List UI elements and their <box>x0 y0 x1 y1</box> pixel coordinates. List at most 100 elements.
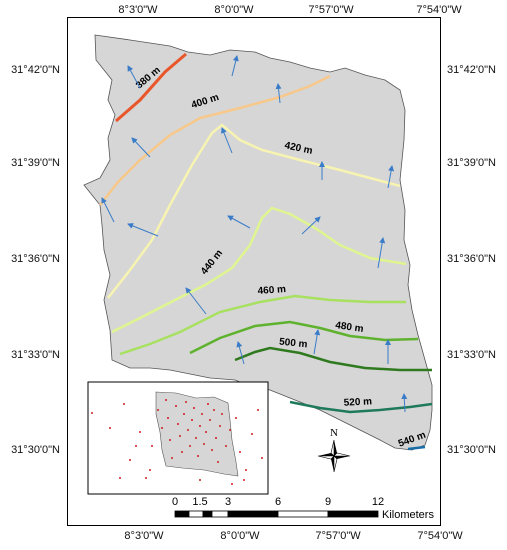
coord-right-2: 31°36'0"N <box>447 253 496 265</box>
flow-arrow <box>301 216 321 235</box>
scale-tick-2: 3 <box>225 496 231 508</box>
scale-tick-4: 9 <box>325 496 331 508</box>
sample-point <box>261 457 263 459</box>
sample-point <box>123 403 125 405</box>
coord-left-0: 31°42'0"N <box>11 64 60 76</box>
contour-line-440 <box>111 206 407 334</box>
scale-tick-3: 6 <box>275 496 281 508</box>
flow-arrow <box>101 197 115 223</box>
sample-point <box>199 425 201 427</box>
sample-point <box>243 479 245 481</box>
sample-point <box>157 409 159 411</box>
sample-point <box>183 413 185 415</box>
sample-point <box>195 437 197 439</box>
contour-line-380 <box>115 52 187 123</box>
scale-bar-segments <box>174 510 379 518</box>
sample-point <box>119 477 121 479</box>
coord-top-0: 8°3'0"W <box>118 4 158 16</box>
scale-tick-5: 12 <box>372 496 384 508</box>
sample-point <box>235 417 237 419</box>
sample-point <box>129 459 131 461</box>
sample-point <box>251 433 253 435</box>
sample-point <box>225 445 227 447</box>
study-area-polygon <box>83 34 433 451</box>
sample-point <box>179 435 181 437</box>
sample-point <box>187 429 189 431</box>
flow-arrows <box>101 55 408 413</box>
sample-point <box>201 413 203 415</box>
contour-line-520 <box>289 400 433 414</box>
sample-point <box>135 445 137 447</box>
coord-top-1: 8°0'0"W <box>214 4 254 16</box>
sample-point <box>139 431 141 433</box>
flow-arrow <box>221 127 233 154</box>
sample-point <box>199 479 201 481</box>
contour-label-520: 520 m <box>343 396 372 408</box>
coord-right-3: 31°33'0"N <box>447 349 496 361</box>
coord-left-1: 31°39'0"N <box>11 157 60 169</box>
scale-tick-1: 1.5 <box>192 496 207 508</box>
sample-point <box>189 445 191 447</box>
contour-line-540 <box>407 445 426 451</box>
sample-point <box>193 407 195 409</box>
coord-left-2: 31°36'0"N <box>11 253 60 265</box>
north-letter: N <box>330 427 338 439</box>
sample-point <box>219 425 221 427</box>
inset-sample-points <box>91 399 263 485</box>
inset-study-area <box>155 391 239 477</box>
sample-point <box>169 439 171 441</box>
scale-bar: 0 1.5 3 6 9 12 Kilometers <box>172 496 435 521</box>
sample-point <box>181 451 183 453</box>
sample-point <box>203 443 205 445</box>
coord-left-4: 31°30'0"N <box>11 444 60 456</box>
sample-point <box>185 401 187 403</box>
sample-point <box>209 419 211 421</box>
sample-point <box>165 399 167 401</box>
flow-arrow <box>275 83 282 104</box>
sample-point <box>221 413 223 415</box>
sample-point <box>151 445 153 447</box>
sample-point <box>171 457 173 459</box>
sample-point <box>175 405 177 407</box>
flow-arrow <box>313 329 321 355</box>
contour-line-500 <box>234 346 432 372</box>
coord-right-0: 31°42'0"N <box>447 64 496 76</box>
sample-point <box>167 417 169 419</box>
sample-point <box>149 469 151 471</box>
inset-map <box>87 381 269 495</box>
sample-point <box>217 461 219 463</box>
sample-point <box>177 423 179 425</box>
sample-point <box>231 483 233 485</box>
coord-right-1: 31°39'0"N <box>447 157 496 169</box>
contour-line-400 <box>99 74 331 206</box>
sample-point <box>211 449 213 451</box>
contour-line-420 <box>107 123 401 299</box>
coord-bottom-1: 8°0'0"W <box>220 530 260 542</box>
contour-line-480 <box>189 320 419 355</box>
scale-tick-0: 0 <box>172 496 178 508</box>
flow-arrow <box>387 165 395 189</box>
contour-label-500: 500 m <box>279 337 308 351</box>
contour-label-460: 460 m <box>257 284 286 297</box>
coord-top-2: 7°57'0"W <box>308 4 354 16</box>
sample-point <box>229 429 231 431</box>
contour-label-480: 480 m <box>335 320 365 335</box>
sample-point <box>257 409 259 411</box>
flow-arrow <box>401 393 408 413</box>
contour-line-460 <box>119 294 406 356</box>
flow-arrow <box>131 137 151 158</box>
sample-point <box>207 403 209 405</box>
coord-bottom-2: 7°57'0"W <box>315 530 361 542</box>
coord-left-3: 31°33'0"N <box>11 349 60 361</box>
sample-point <box>191 419 193 421</box>
flow-arrow <box>227 215 251 229</box>
sample-point <box>109 427 111 429</box>
coord-top-3: 7°54'0"W <box>416 4 462 16</box>
sample-point <box>215 437 217 439</box>
sample-point <box>145 477 147 479</box>
scale-unit: Kilometers <box>382 509 434 521</box>
sample-point <box>205 431 207 433</box>
flow-arrow <box>127 65 141 89</box>
coord-bottom-3: 7°54'0"W <box>417 530 463 542</box>
